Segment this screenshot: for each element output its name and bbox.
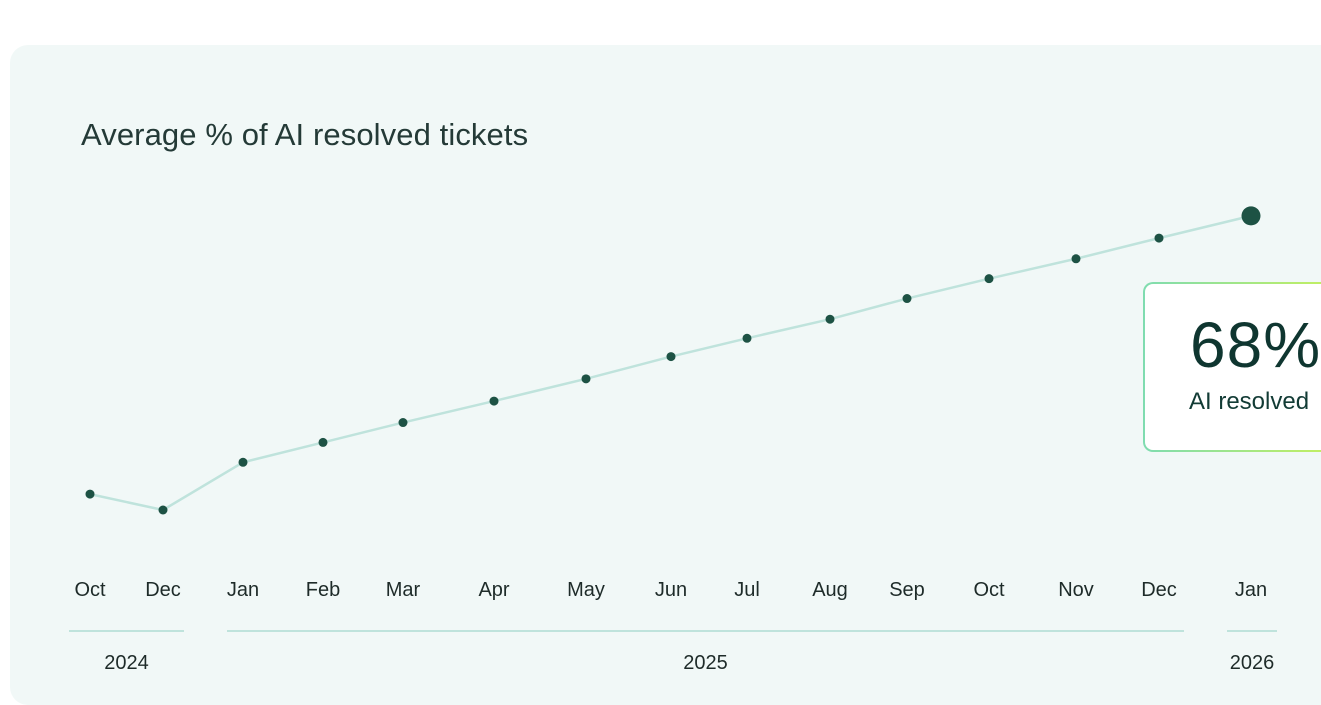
data-point (984, 274, 994, 284)
line-chart (85, 206, 1261, 515)
data-point (398, 418, 408, 428)
data-point (85, 489, 95, 499)
x-tick-label: Mar (385, 579, 421, 601)
x-tick-label: Dec (1141, 579, 1177, 601)
x-tick-label: Dec (145, 579, 181, 601)
data-point (1071, 254, 1081, 264)
year-group-line (1227, 630, 1277, 632)
data-point (902, 294, 912, 304)
data-point (158, 505, 168, 515)
x-tick-label: Aug (812, 579, 848, 601)
callout-label: AI resolved (1189, 388, 1310, 415)
x-tick-label: Feb (305, 579, 341, 601)
data-point (489, 396, 499, 406)
x-tick-label: Apr (478, 579, 510, 601)
ai-resolved-callout: 68% AI resolved (1143, 282, 1321, 452)
data-point (318, 437, 328, 447)
x-tick-label: Oct (973, 579, 1005, 601)
data-point (1154, 233, 1164, 243)
x-tick-label: May (567, 579, 605, 601)
chart-card (10, 45, 1321, 705)
x-tick-label: Oct (74, 579, 106, 601)
x-tick-label: Nov (1058, 579, 1094, 601)
x-tick-label: Jan (1234, 579, 1268, 601)
year-group-line (227, 630, 1184, 632)
x-tick-label: Jun (654, 579, 688, 601)
x-tick-label: Jan (226, 579, 260, 601)
data-point (666, 352, 676, 362)
chart-title: Average % of AI resolved tickets (81, 117, 529, 152)
callout-value: 68% (1190, 309, 1321, 381)
x-tick-label: Jul (734, 579, 760, 601)
data-point (825, 314, 835, 324)
data-point-current (1241, 206, 1261, 226)
x-tick-label: Sep (889, 579, 925, 601)
year-group-line (69, 630, 184, 632)
data-point (238, 457, 248, 467)
data-point (742, 333, 752, 343)
data-point (581, 374, 591, 384)
